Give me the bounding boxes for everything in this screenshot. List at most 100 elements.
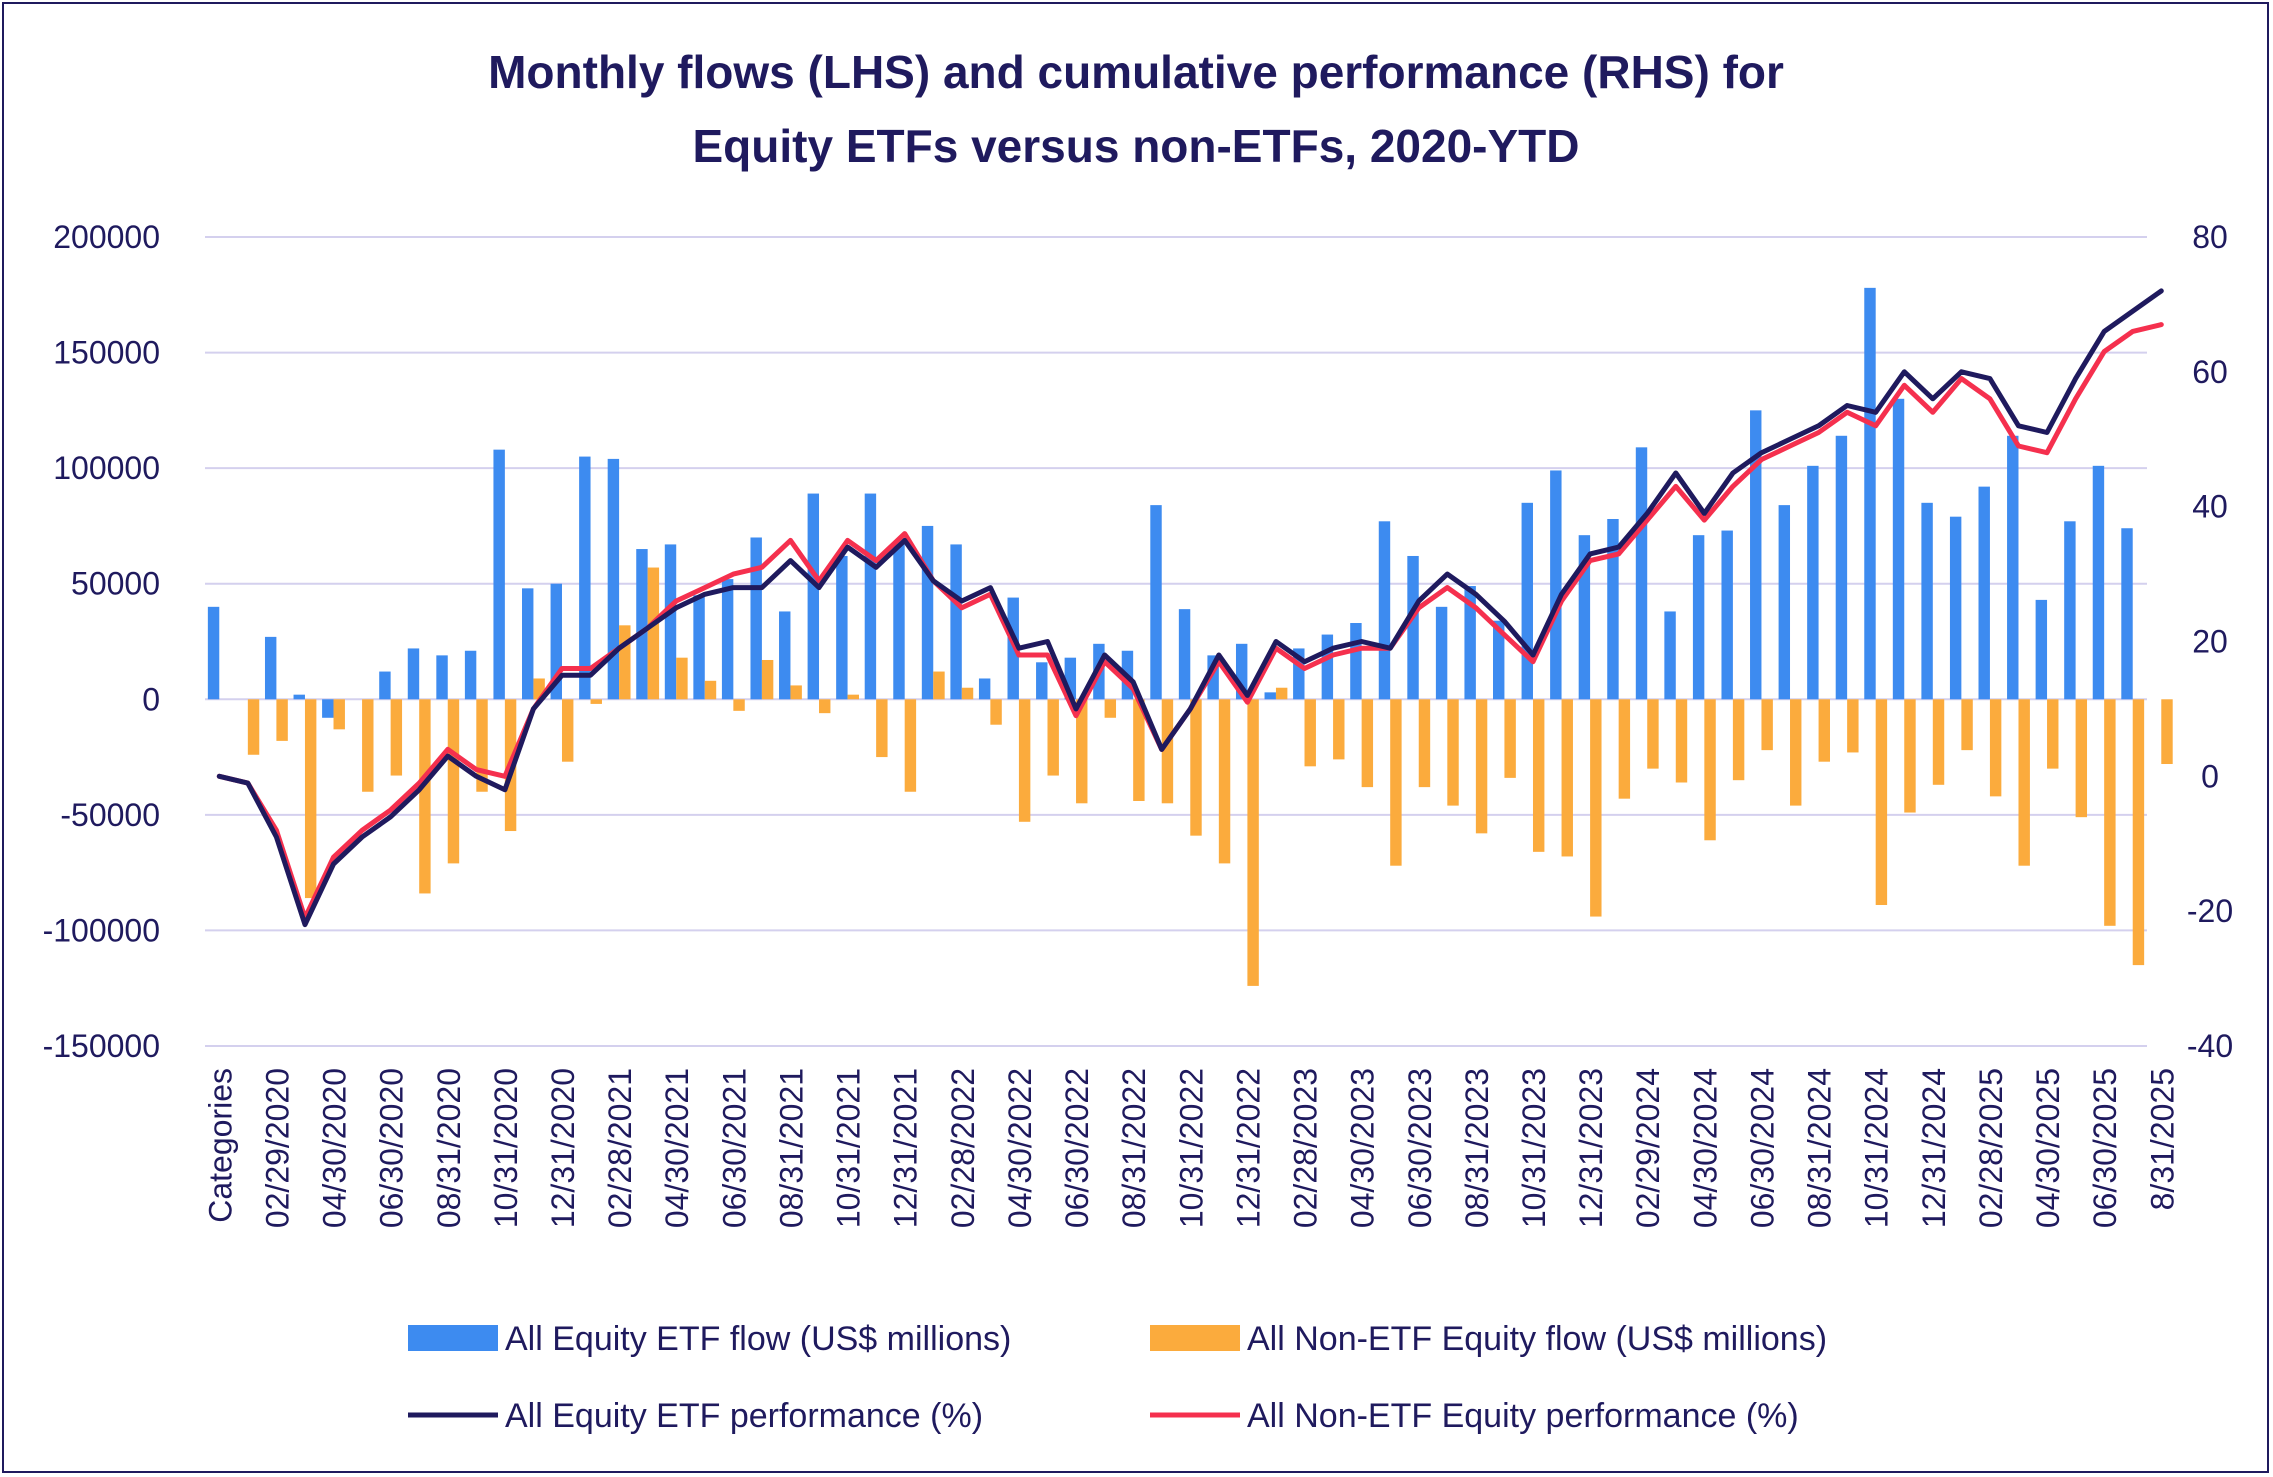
- etf-flow-bar: [436, 655, 448, 700]
- etf-flow-bar: [293, 694, 305, 700]
- non-etf-flow-bar: [333, 699, 345, 730]
- non-etf-flow-bar: [2161, 699, 2173, 765]
- etf-flow-bar: [1892, 398, 1905, 700]
- non-etf-flow-bar: [1847, 699, 1859, 753]
- etf-flow-bar: [1664, 611, 1676, 700]
- x-tick-label: 08/31/2024: [1802, 1068, 1838, 1228]
- etf-flow-bar: [550, 583, 562, 700]
- legend-non-etf-flow-label: All Non-ETF Equity flow (US$ millions): [1247, 1320, 1827, 1358]
- x-tick-label: 04/30/2024: [1687, 1068, 1723, 1228]
- non-etf-flow-bar: [1561, 699, 1573, 857]
- etf-flow-bar: [1864, 287, 1876, 700]
- non-etf-flow-bar: [533, 678, 545, 700]
- x-tick-label: 06/30/2024: [1744, 1068, 1780, 1228]
- etf-flow-bar: [1321, 634, 1334, 700]
- non-etf-flow-bar: [1076, 699, 1088, 804]
- non-etf-flow-bar: [419, 699, 431, 894]
- etf-flow-bar: [379, 671, 391, 700]
- non-etf-flow-bar: [761, 659, 774, 700]
- etf-flow-bar: [1635, 447, 1648, 700]
- x-tick-label: 08/31/2021: [773, 1068, 809, 1228]
- etf-flow-bar: [721, 579, 734, 700]
- etf-performance-line: [216, 288, 2164, 928]
- etf-flow-bar: [207, 606, 220, 700]
- x-tick-label: 04/30/2022: [1002, 1068, 1038, 1228]
- etf-flow-bar: [464, 650, 477, 700]
- etf-flow-bar: [1064, 657, 1077, 700]
- y-right-tick-label: 80: [2192, 219, 2228, 255]
- etf-flow-bar: [978, 678, 991, 700]
- x-tick-label: 04/30/2025: [2030, 1068, 2066, 1228]
- etf-flow-bar: [1435, 606, 1448, 700]
- y-right-tick-label: 40: [2192, 489, 2228, 525]
- etf-flow-bar: [1778, 505, 1791, 700]
- etf-flow-bar: [636, 549, 648, 700]
- etf-flow-bar: [1607, 518, 1619, 700]
- non-etf-flow-bar: [1333, 699, 1345, 760]
- x-tick-label: 12/31/2024: [1916, 1068, 1952, 1228]
- x-tick-label: Categories: [202, 1068, 238, 1223]
- x-tick-label: 8/31/2025: [2144, 1068, 2180, 1210]
- non-etf-flow-bar: [1704, 699, 1716, 841]
- legend-etf-performance-label: All Equity ETF performance (%): [505, 1397, 983, 1435]
- etf-flow-bar: [1521, 502, 1533, 700]
- non-etf-flow-bar: [1418, 699, 1431, 788]
- non-etf-flow-bar: [1504, 699, 1516, 778]
- non-etf-flow-bar: [1475, 699, 1488, 834]
- etf-flow-bar: [779, 611, 791, 700]
- etf-flow-bar: [2092, 465, 2105, 700]
- etf-flow-bar: [2007, 435, 2019, 700]
- non-etf-flow-bar: [1247, 699, 1259, 986]
- x-tick-label: 10/31/2023: [1516, 1068, 1552, 1228]
- etf-flow-bar: [1036, 662, 1048, 700]
- etf-flow-bar: [693, 595, 705, 700]
- legend-non-etf-performance-label: All Non-ETF Equity performance (%): [1247, 1397, 1799, 1435]
- non-etf-flow-bar: [2018, 699, 2030, 866]
- non-etf-flow-bar: [1761, 699, 1773, 751]
- non-etf-flow-bar: [276, 699, 288, 741]
- x-tick-label: 04/30/2021: [659, 1068, 695, 1228]
- x-tick-label: 08/31/2023: [1459, 1068, 1495, 1228]
- right-axis: -40 -20 0 20 40 60 80: [2187, 219, 2233, 1064]
- etf-flow-bar: [1350, 623, 1362, 700]
- x-tick-label: 02/28/2025: [1973, 1068, 2009, 1228]
- legend-etf-flow-label: All Equity ETF flow (US$ millions): [505, 1320, 1011, 1358]
- etf-flow-bar: [750, 537, 762, 700]
- non-etf-flow-bar: [1818, 699, 1830, 762]
- etf-flow-bar: [1692, 535, 1705, 700]
- x-tick-label: 10/31/2024: [1859, 1068, 1895, 1228]
- x-tick-label: 06/30/2020: [374, 1068, 410, 1228]
- non-etf-flow-bar: [2132, 699, 2145, 966]
- x-tick-label: 10/31/2021: [831, 1068, 867, 1228]
- y-left-tick-label: 50000: [71, 566, 160, 602]
- y-right-tick-label: 20: [2192, 624, 2228, 660]
- y-left-tick-label: 200000: [53, 219, 160, 255]
- non-etf-flow-bar: [1875, 699, 1888, 906]
- x-tick-label: 10/31/2022: [1173, 1068, 1209, 1228]
- legend: All Equity ETF flow (US$ millions) All No…: [408, 1320, 1827, 1435]
- non-etf-flow-bar: [1190, 699, 1202, 836]
- x-tick-label: 02/29/2024: [1630, 1068, 1666, 1228]
- etf-flow-bar: [493, 449, 505, 700]
- non-etf-flow-bar: [1161, 699, 1174, 804]
- non-etf-flow-bar: [1618, 699, 1631, 799]
- non-etf-flow-bar: [390, 699, 403, 776]
- non-etf-flow-bar: [1361, 699, 1374, 788]
- etf-flow-bar: [322, 699, 334, 718]
- etf-flow-bar: [893, 544, 905, 700]
- non-etf-flow-bar: [476, 699, 488, 792]
- x-tick-label: 04/30/2023: [1345, 1068, 1381, 1228]
- left-axis: -150000 -100000 -50000 0 50000 100000 150000 20…: [43, 219, 160, 1064]
- etf-flow-bar: [1150, 505, 1162, 700]
- non-etf-flow-bar: [1961, 699, 1973, 751]
- non-etf-flow-bar: [1218, 699, 1231, 864]
- etf-flow-bar: [807, 493, 820, 700]
- non-etf-flow-bar: [561, 699, 574, 762]
- etf-flow-bar: [1721, 530, 1733, 700]
- etf-flow-bar: [1207, 655, 1219, 700]
- x-axis: Categories 02/29/2020 04/30/2020 06/30/2020…: [202, 1068, 2180, 1228]
- etf-flow-bar: [607, 458, 620, 700]
- non-etf-flow-bar: [1989, 699, 2002, 797]
- x-tick-label: 06/30/2022: [1059, 1068, 1095, 1228]
